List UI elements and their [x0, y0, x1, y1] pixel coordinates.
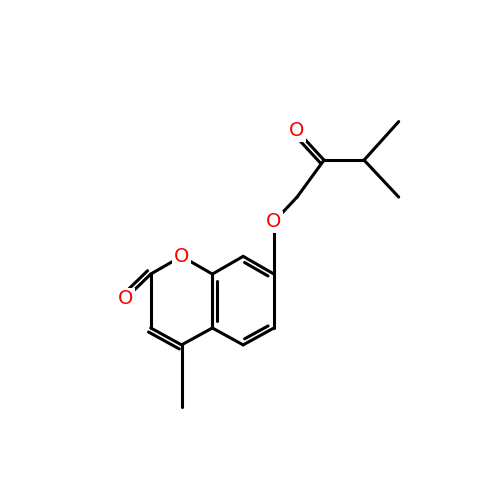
Text: O: O: [266, 212, 281, 231]
Text: O: O: [290, 122, 304, 141]
Text: O: O: [174, 247, 189, 266]
Text: O: O: [118, 289, 133, 308]
